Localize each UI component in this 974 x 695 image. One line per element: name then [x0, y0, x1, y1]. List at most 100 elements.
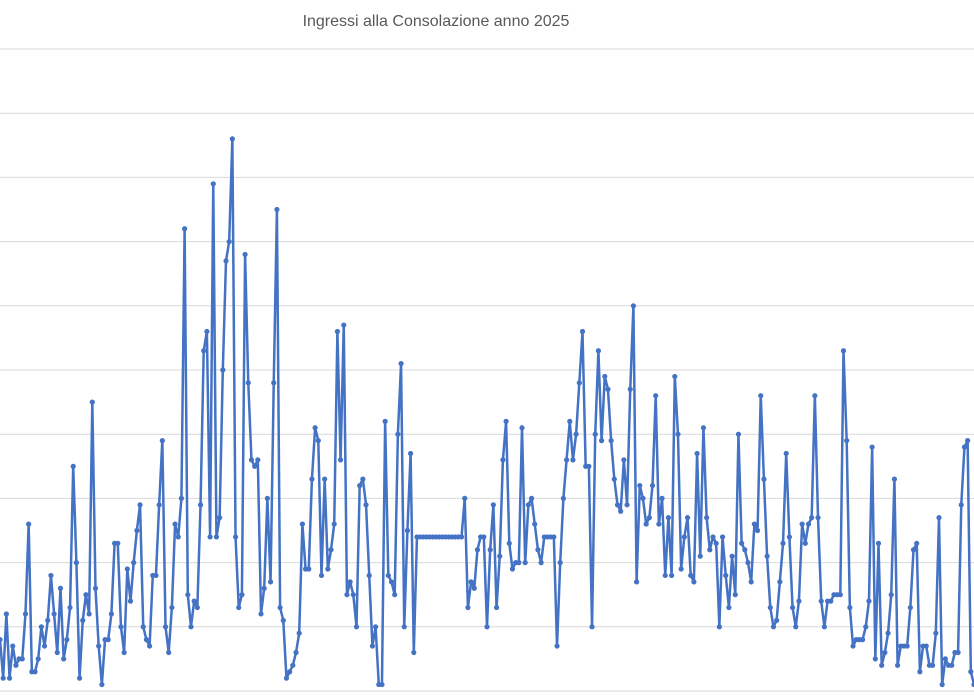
data-point: [147, 643, 153, 649]
data-point: [83, 592, 89, 598]
data-point: [204, 328, 210, 335]
data-point: [264, 495, 270, 501]
data-point: [634, 579, 640, 585]
data-point: [525, 502, 531, 508]
data-point: [64, 637, 70, 643]
data-point: [777, 579, 783, 585]
data-point: [89, 399, 95, 405]
data-point: [35, 656, 41, 662]
data-point: [704, 515, 710, 521]
data-point: [73, 560, 79, 566]
data-point: [274, 206, 280, 213]
data-point: [296, 630, 302, 636]
data-point: [761, 476, 767, 482]
data-point: [608, 438, 614, 444]
data-point: [347, 579, 353, 585]
data-point: [907, 604, 913, 611]
data-point: [484, 624, 490, 630]
data-point: [949, 662, 955, 668]
data-point: [182, 226, 188, 232]
data-point: [665, 515, 672, 521]
data-point: [220, 367, 226, 373]
data-point: [57, 585, 64, 591]
data-point: [408, 450, 414, 457]
data-point: [681, 534, 687, 540]
data-point: [19, 656, 25, 662]
data-point: [86, 611, 92, 617]
data-point: [850, 643, 856, 649]
data-point: [13, 662, 19, 668]
data-point: [895, 662, 901, 668]
data-point: [723, 572, 729, 579]
data-point: [917, 669, 923, 675]
data-point: [796, 598, 802, 604]
data-point: [684, 515, 691, 521]
data-point: [258, 611, 264, 617]
data-point: [318, 572, 325, 579]
data-point: [914, 540, 920, 546]
data-point: [751, 521, 757, 527]
data-point: [287, 669, 293, 675]
data-point: [197, 502, 204, 508]
data-point: [6, 675, 13, 681]
data-point: [745, 560, 751, 566]
data-point: [162, 624, 169, 630]
data-point: [325, 566, 331, 572]
data-point: [140, 624, 146, 630]
data-point: [213, 534, 220, 540]
data-point: [118, 624, 124, 630]
data-point: [245, 380, 251, 386]
data-point: [614, 502, 621, 508]
data-point: [554, 643, 560, 649]
data-point: [573, 431, 579, 437]
data-point: [252, 463, 258, 469]
data-point: [80, 617, 86, 623]
data-point: [207, 534, 213, 540]
data-point: [404, 527, 411, 534]
data-point: [99, 681, 105, 688]
data-point: [799, 521, 805, 527]
data-point: [159, 438, 165, 444]
data-point: [10, 643, 16, 649]
data-point: [739, 540, 745, 546]
data-point: [172, 521, 178, 527]
data-point: [659, 495, 665, 501]
data-point: [372, 624, 379, 630]
data-point: [879, 662, 885, 668]
data-point: [707, 547, 713, 553]
data-point: [277, 604, 283, 611]
data-point: [255, 457, 261, 463]
data-point: [710, 534, 716, 540]
data-point: [462, 495, 468, 501]
data-point: [885, 630, 891, 636]
data-point: [560, 495, 566, 501]
data-point: [557, 560, 563, 566]
data-point: [697, 553, 703, 559]
data-point: [522, 560, 528, 566]
data-point: [748, 579, 754, 585]
data-point: [210, 181, 216, 187]
data-point: [385, 572, 391, 579]
data-point: [293, 649, 299, 656]
data-point: [153, 572, 159, 579]
data-point: [271, 380, 277, 386]
data-point: [315, 438, 321, 444]
data-point: [786, 534, 792, 540]
data-point: [532, 521, 538, 527]
data-point: [188, 624, 194, 630]
data-point: [67, 604, 73, 611]
data-point: [821, 624, 827, 630]
data-point: [369, 643, 376, 649]
data-point: [675, 431, 681, 437]
data-point: [185, 592, 191, 598]
data-point: [793, 624, 799, 630]
data-point: [201, 348, 207, 354]
data-point: [576, 380, 582, 386]
data-point: [509, 566, 516, 572]
data-point: [398, 360, 404, 367]
data-point: [490, 502, 496, 508]
data-point: [815, 515, 821, 521]
data-point: [487, 547, 493, 553]
data-point: [191, 598, 197, 604]
data-point: [248, 457, 255, 463]
